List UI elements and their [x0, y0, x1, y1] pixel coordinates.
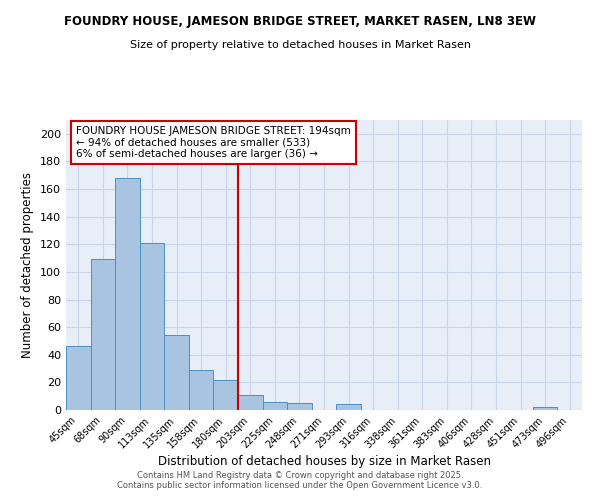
Bar: [66, 346, 91, 410]
Bar: [238, 395, 263, 410]
Bar: [336, 404, 361, 410]
Bar: [115, 178, 140, 410]
Text: FOUNDRY HOUSE JAMESON BRIDGE STREET: 194sqm
← 94% of detached houses are smaller: FOUNDRY HOUSE JAMESON BRIDGE STREET: 194…: [76, 126, 351, 159]
Text: FOUNDRY HOUSE, JAMESON BRIDGE STREET, MARKET RASEN, LN8 3EW: FOUNDRY HOUSE, JAMESON BRIDGE STREET, MA…: [64, 15, 536, 28]
Bar: [287, 403, 312, 410]
X-axis label: Distribution of detached houses by size in Market Rasen: Distribution of detached houses by size …: [157, 456, 491, 468]
Y-axis label: Number of detached properties: Number of detached properties: [22, 172, 34, 358]
Bar: [214, 380, 238, 410]
Text: Size of property relative to detached houses in Market Rasen: Size of property relative to detached ho…: [130, 40, 470, 50]
Bar: [140, 243, 164, 410]
Bar: [189, 370, 214, 410]
Bar: [263, 402, 287, 410]
Text: Contains HM Land Registry data © Crown copyright and database right 2025.
Contai: Contains HM Land Registry data © Crown c…: [118, 470, 482, 490]
Bar: [91, 260, 115, 410]
Bar: [533, 407, 557, 410]
Bar: [164, 336, 189, 410]
